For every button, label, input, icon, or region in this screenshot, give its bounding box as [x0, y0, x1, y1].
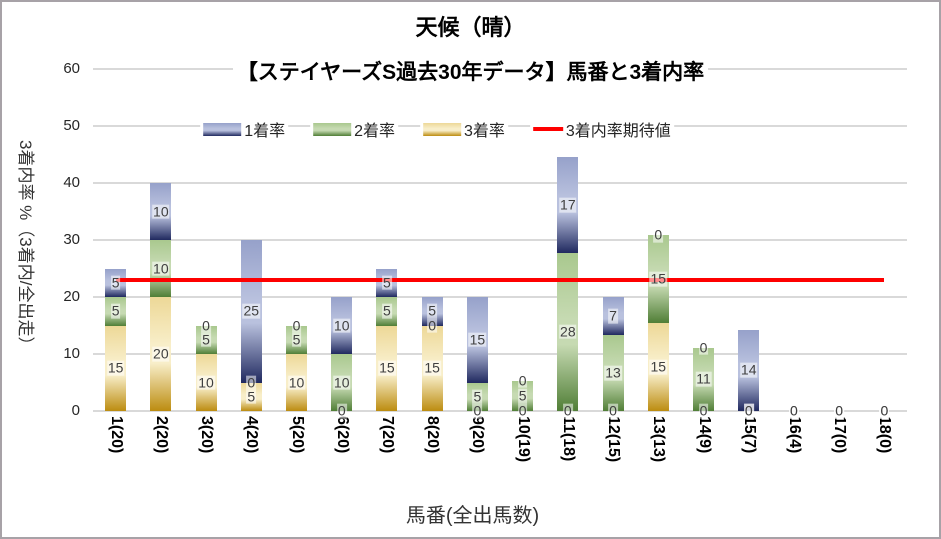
x-tick-label: 8(20)	[424, 416, 442, 454]
y-tick-label: 60	[63, 60, 80, 77]
x-tick-label: 15(7)	[740, 416, 758, 454]
data-label-3着率: 0	[517, 402, 528, 419]
data-label-2着率: 5	[291, 331, 302, 348]
data-label-1着率: 0	[698, 339, 709, 356]
data-label-3着率: 5	[246, 388, 257, 405]
y-tick-label: 10	[63, 345, 80, 362]
data-label-2着率: 10	[332, 374, 351, 391]
expected-value-line	[115, 277, 885, 282]
data-label-3着率: 15	[378, 359, 396, 376]
x-tick-label: 11(18)	[559, 416, 577, 462]
data-label-2着率: 5	[382, 302, 392, 319]
legend-label: 2着率	[354, 123, 395, 140]
data-label-3着率: 15	[106, 359, 125, 376]
data-label-2着率: 0	[743, 402, 754, 419]
legend: 1着率 2着率 3着率 3着内率期待値	[200, 116, 674, 142]
x-tick-label: 3(20)	[198, 416, 216, 454]
data-label-2着率: 5	[201, 331, 211, 348]
plot-area: 15 5 5 20 10 10 10 5 0 5 0 25 10 5 0 0 10 10 15 5 5 15 0 5 0 5 15 0…	[93, 68, 907, 419]
legend-swatch-second-icon	[313, 122, 352, 136]
legend-label: 3着率	[464, 123, 505, 140]
data-label-2着率: 5	[517, 387, 528, 404]
x-tick-label: 5(20)	[288, 416, 306, 454]
data-label-3着率: 0	[608, 402, 618, 419]
y-tick-label: 0	[71, 402, 80, 419]
data-label-1着率: 10	[332, 317, 351, 334]
data-label-2着率: 0	[246, 374, 257, 391]
data-label-1着率: 10	[152, 203, 170, 220]
data-label-1着率: 15	[468, 331, 487, 348]
data-label-1着率: 0	[789, 402, 799, 419]
gridline	[93, 68, 907, 70]
data-label-1着率: 0	[879, 402, 890, 419]
data-label-2着率: 15	[649, 270, 668, 287]
x-tick-label: 4(20)	[243, 416, 261, 454]
data-label-1着率: 0	[201, 317, 211, 334]
data-label-1着率: 5	[382, 274, 392, 291]
y-tick-label: 30	[63, 231, 80, 248]
x-tick-label: 10(19)	[514, 416, 532, 463]
x-tick-label: 12(15)	[605, 416, 623, 463]
data-label-3着率: 0	[698, 402, 709, 419]
data-label-1着率: 25	[242, 302, 261, 319]
x-tick-label: 16(4)	[785, 416, 803, 454]
data-label-2着率: 10	[152, 260, 170, 277]
data-label-3着率: 10	[197, 374, 215, 391]
gridline	[93, 353, 907, 355]
gridline	[93, 410, 907, 412]
legend-item-second-rate: 2着率	[310, 116, 398, 142]
data-label-3着率: 10	[287, 374, 306, 391]
y-tick-label: 20	[63, 288, 80, 305]
x-tick-label: 6(20)	[333, 416, 351, 454]
x-axis-title: 馬番(全出馬数)	[405, 505, 540, 527]
legend-line-icon	[532, 127, 563, 131]
data-label-3着率: 15	[649, 358, 668, 375]
chart-title: 天候（晴）	[415, 15, 526, 40]
data-label-3着率: 0	[562, 402, 573, 419]
data-label-1着率: 0	[517, 372, 528, 389]
data-label-2着率: 13	[604, 364, 622, 381]
data-label-2着率: 5	[472, 388, 483, 405]
data-label-2着率: 0	[427, 317, 438, 334]
data-label-3着率: 0	[472, 402, 483, 419]
x-tick-label: 18(0)	[876, 416, 894, 454]
data-label-1着率: 0	[291, 317, 302, 334]
x-tick-label: 13(13)	[650, 416, 668, 463]
y-tick-label: 50	[63, 117, 80, 134]
data-label-3着率: 15	[423, 359, 441, 376]
data-label-3着率: 20	[152, 345, 170, 362]
x-tick-label: 2(20)	[152, 416, 170, 454]
data-label-1着率: 0	[834, 402, 845, 419]
data-label-2着率: 11	[695, 371, 712, 388]
y-tick-label: 40	[63, 174, 80, 191]
data-label-2着率: 5	[110, 302, 121, 319]
data-label-1着率: 5	[110, 274, 121, 291]
data-label-1着率: 14	[739, 361, 758, 378]
legend-label: 3着内率期待値	[565, 123, 671, 140]
x-tick-label: 14(9)	[695, 416, 713, 454]
gridline	[93, 182, 907, 184]
x-tick-label: 7(20)	[378, 416, 396, 454]
x-tick-label: 17(0)	[831, 416, 849, 454]
data-label-1着率: 17	[559, 196, 577, 213]
legend-item-third-rate: 3着率	[420, 116, 508, 142]
gridline	[93, 239, 907, 241]
legend-swatch-win-icon	[203, 122, 242, 136]
data-label-1着率: 0	[653, 227, 664, 244]
x-tick-label: 9(20)	[469, 416, 487, 454]
data-label-2着率: 28	[559, 323, 577, 340]
x-tick-label: 1(20)	[107, 416, 125, 454]
legend-item-win-rate: 1着率	[200, 116, 289, 142]
y-axis-title: 3着内率 %（3着内/全出走）	[16, 140, 35, 354]
data-label-3着率: 0	[336, 402, 347, 419]
legend-item-expected-line: 3着内率期待値	[529, 116, 674, 142]
legend-swatch-third-icon	[423, 122, 461, 136]
gridline	[93, 296, 907, 298]
legend-label: 1着率	[244, 123, 286, 140]
data-label-1着率: 5	[427, 302, 438, 319]
data-label-1着率: 7	[608, 307, 618, 324]
